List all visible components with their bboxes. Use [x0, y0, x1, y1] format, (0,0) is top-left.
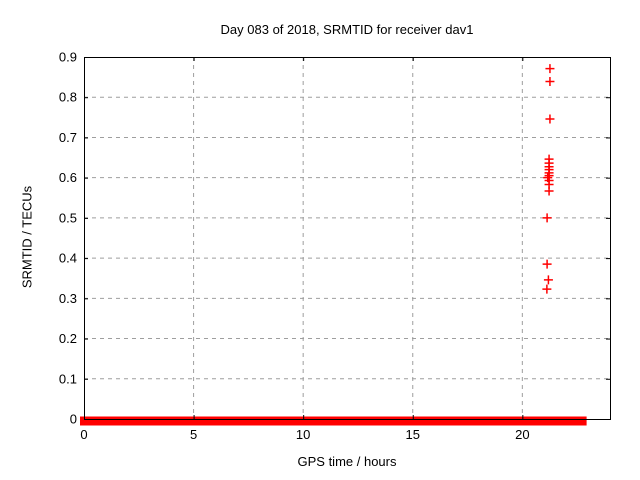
data-point-marker [545, 114, 555, 124]
plot-border [84, 57, 611, 420]
y-tick-label: 0.2 [59, 331, 77, 346]
data-point-marker [542, 259, 552, 269]
y-axis-label: SRMTID / TECUs [19, 185, 35, 289]
zero-band-segment [548, 416, 587, 426]
data-point-marker [542, 213, 552, 223]
x-tick-label: 15 [406, 427, 420, 442]
y-tick-label: 0 [70, 412, 77, 427]
zero-band-segment [80, 416, 551, 426]
data-point-marker [543, 275, 553, 285]
y-tick-label: 0.7 [59, 130, 77, 145]
chart-title: Day 083 of 2018, SRMTID for receiver dav… [220, 22, 474, 37]
x-tick-label: 10 [296, 427, 310, 442]
y-tick-label: 0.1 [59, 371, 77, 386]
x-axis-label: GPS time / hours [297, 454, 397, 469]
y-tick-label: 0.6 [59, 170, 77, 185]
y-tick-label: 0.4 [59, 251, 77, 266]
data-point-marker [542, 284, 552, 294]
x-tick-label: 20 [515, 427, 529, 442]
x-tick-label: 5 [190, 427, 197, 442]
y-tick-label: 0.8 [59, 90, 77, 105]
data-point-marker [544, 186, 554, 196]
y-tick-label: 0.5 [59, 210, 77, 225]
y-tick-label: 0.9 [59, 50, 77, 65]
x-tick-label: 0 [80, 427, 87, 442]
data-point-marker [545, 77, 555, 87]
data-point-marker [545, 64, 555, 74]
y-tick-label: 0.3 [59, 291, 77, 306]
